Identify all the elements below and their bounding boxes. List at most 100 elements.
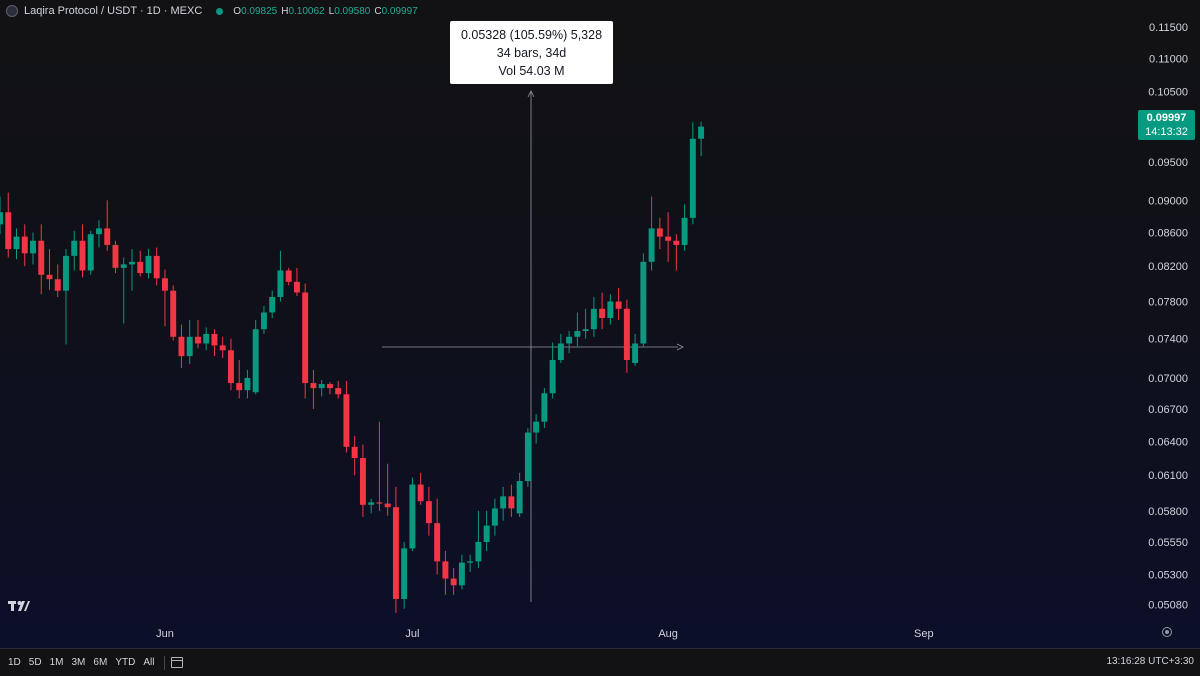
candle-body: [508, 496, 515, 509]
candle-body: [582, 329, 589, 332]
symbol-title[interactable]: Laqira Protocol / USDT · 1D · MEXC: [24, 5, 203, 17]
date-range-buttons: 1D 5D 1M 3M 6M YTD All: [4, 657, 158, 668]
range-all-button[interactable]: All: [143, 657, 155, 668]
candle: [434, 498, 441, 575]
range-1d-button[interactable]: 1D: [8, 657, 21, 668]
candle: [615, 288, 622, 320]
candle-body: [5, 212, 12, 250]
candle-body: [458, 562, 465, 586]
measure-arrow-up: [527, 90, 535, 98]
price-tick-label: 0.06100: [1148, 470, 1188, 482]
candle: [681, 204, 688, 251]
time-tick-label: Sep: [914, 628, 934, 640]
candle: [343, 380, 350, 453]
utc-clock[interactable]: 13:16:28 UTC+3:30: [1106, 656, 1194, 667]
candle: [458, 554, 465, 590]
tradingview-logo-icon[interactable]: [8, 600, 30, 612]
candle-body: [615, 301, 622, 309]
candle-body: [425, 501, 432, 524]
price-tick-label: 0.09500: [1148, 157, 1188, 169]
candle: [194, 319, 201, 349]
candle-body: [326, 384, 333, 389]
candle: [483, 510, 490, 551]
candle: [170, 285, 177, 341]
candle: [656, 217, 663, 250]
candle-body: [63, 255, 69, 291]
candle: [87, 230, 94, 275]
candle-body: [46, 274, 53, 280]
gear-icon[interactable]: [1162, 627, 1172, 637]
candle: [557, 333, 564, 363]
candle: [516, 472, 523, 517]
candle: [79, 224, 86, 278]
candle: [450, 567, 457, 595]
calendar-icon[interactable]: [171, 657, 184, 668]
candle-body: [54, 279, 61, 291]
candle-body: [665, 236, 672, 241]
price-tick-label: 0.05300: [1148, 570, 1188, 582]
candle-body: [450, 578, 457, 586]
candle-body: [13, 236, 20, 250]
candle-body: [145, 255, 152, 274]
range-3m-button[interactable]: 3M: [71, 657, 86, 668]
candle-body: [590, 308, 597, 330]
candle: [467, 554, 474, 572]
candle-body: [500, 496, 507, 509]
candle: [46, 249, 53, 290]
range-6m-button[interactable]: 6M: [93, 657, 108, 668]
candle: [335, 380, 342, 399]
candle: [533, 414, 540, 444]
candle-body: [285, 270, 292, 282]
candle: [186, 319, 193, 364]
candlestick-chart[interactable]: 0.115000.110000.105000.100000.095000.090…: [0, 0, 1200, 648]
candle: [293, 267, 300, 297]
open-label: O: [233, 5, 242, 17]
close-label: C: [374, 5, 382, 17]
candle-body: [566, 336, 573, 344]
candle: [442, 550, 449, 595]
candle: [632, 333, 639, 366]
candle-body: [211, 333, 218, 346]
price-tick-label: 0.11500: [1149, 22, 1188, 34]
candle: [524, 428, 531, 487]
candle-body: [343, 394, 350, 447]
symbol-logo-icon: [6, 5, 18, 17]
candle-body: [260, 312, 267, 330]
candle-body: [137, 261, 144, 274]
price-tick-label: 0.06700: [1148, 404, 1188, 416]
candle: [640, 253, 647, 347]
candle: [326, 382, 333, 395]
candle: [63, 249, 69, 345]
candle-body: [516, 481, 523, 514]
candle-body: [252, 329, 259, 393]
measure-volume: Vol 54.03 M: [498, 63, 565, 78]
candle: [112, 240, 119, 274]
candle: [161, 269, 168, 327]
candle: [359, 444, 366, 517]
candle: [30, 232, 36, 265]
high-value: 0.10062: [288, 5, 325, 17]
candle: [310, 369, 317, 409]
price-tick-label: 0.06400: [1148, 436, 1188, 448]
open-value: 0.09825: [241, 5, 278, 17]
candle: [607, 294, 614, 325]
measure-price-change: 0.05328 (105.59%) 5,328: [460, 27, 603, 42]
time-axis: Jun Jul Aug Sep: [156, 628, 933, 640]
time-tick-label: Jul: [405, 628, 419, 640]
candle-body: [30, 240, 36, 254]
candle: [566, 331, 573, 354]
candle: [417, 472, 424, 505]
price-tick-label: 0.07800: [1148, 296, 1188, 308]
toolbar-divider: [164, 655, 166, 670]
high-label: H: [281, 5, 289, 17]
candle-body: [269, 296, 276, 313]
candle-body: [335, 388, 342, 395]
candle: [285, 267, 292, 286]
range-1m-button[interactable]: 1M: [49, 657, 64, 668]
candle-body: [417, 484, 424, 502]
candle-body: [541, 393, 548, 422]
candle: [203, 327, 210, 351]
candle: [302, 283, 309, 399]
range-5d-button[interactable]: 5D: [28, 657, 42, 668]
range-ytd-button[interactable]: YTD: [115, 657, 136, 668]
